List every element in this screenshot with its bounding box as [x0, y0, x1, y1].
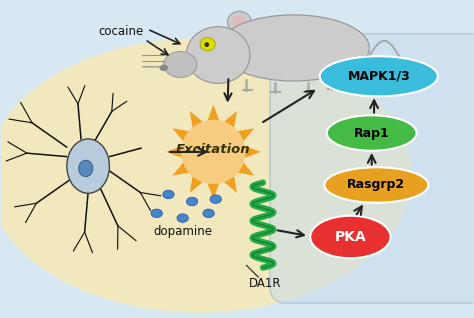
Ellipse shape: [186, 197, 198, 206]
Ellipse shape: [151, 209, 162, 218]
Ellipse shape: [228, 11, 251, 32]
Text: Rap1: Rap1: [354, 127, 390, 140]
Ellipse shape: [204, 42, 209, 47]
Ellipse shape: [310, 216, 391, 258]
Ellipse shape: [319, 56, 438, 96]
Polygon shape: [166, 105, 261, 199]
Polygon shape: [181, 120, 246, 184]
Ellipse shape: [164, 52, 197, 78]
Ellipse shape: [79, 160, 93, 177]
Text: dopamine: dopamine: [153, 225, 212, 238]
Ellipse shape: [210, 195, 221, 204]
Text: Excitation: Excitation: [176, 143, 251, 156]
Text: DA1R: DA1R: [249, 277, 282, 290]
Ellipse shape: [327, 115, 417, 151]
Text: PKA: PKA: [335, 230, 366, 244]
Ellipse shape: [159, 65, 168, 71]
Ellipse shape: [163, 190, 174, 199]
FancyBboxPatch shape: [270, 34, 474, 303]
Text: cocaine: cocaine: [99, 25, 144, 38]
Text: Rasgrp2: Rasgrp2: [347, 178, 405, 191]
Ellipse shape: [186, 27, 250, 83]
Ellipse shape: [203, 209, 214, 218]
Text: MAPK1/3: MAPK1/3: [347, 70, 410, 83]
Ellipse shape: [218, 15, 369, 81]
Ellipse shape: [67, 139, 109, 193]
Ellipse shape: [0, 38, 412, 313]
Ellipse shape: [324, 167, 428, 203]
Ellipse shape: [200, 38, 215, 51]
Ellipse shape: [232, 15, 246, 29]
Ellipse shape: [177, 214, 188, 222]
